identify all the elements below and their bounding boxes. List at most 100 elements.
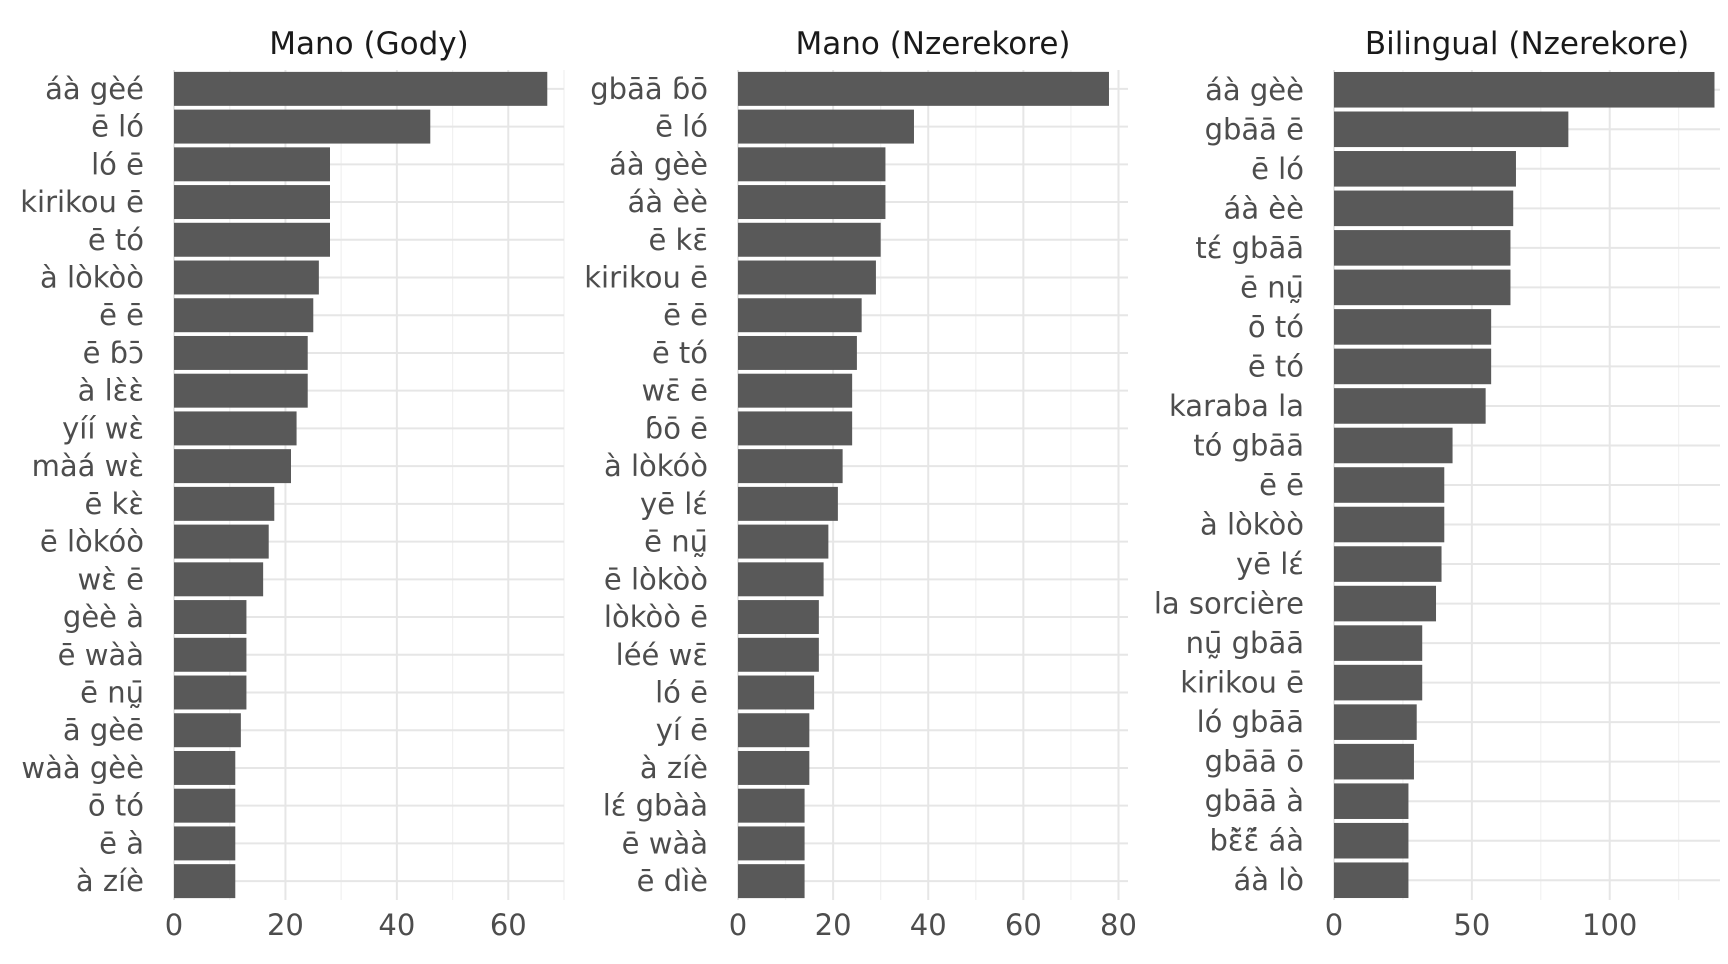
bar: [1334, 348, 1492, 385]
bar: [1334, 309, 1492, 345]
panel-title: Mano (Gody): [269, 26, 468, 62]
category-label: kirikou ē: [584, 261, 708, 295]
bar: [1334, 625, 1423, 661]
bar: [738, 335, 857, 370]
category-label: ē ē: [99, 298, 144, 332]
bar: [1334, 862, 1409, 899]
bar: [174, 373, 308, 408]
category-label: ē lòkòò: [604, 562, 708, 596]
category-label: áà gèè: [609, 147, 708, 181]
bar: [174, 562, 264, 597]
bar: [1334, 546, 1442, 582]
category-label: ló gbāā: [1197, 705, 1304, 739]
bar: [1334, 269, 1511, 306]
bar: [174, 109, 431, 144]
x-tick-label: 60: [1005, 908, 1042, 942]
bar: [174, 260, 319, 295]
category-label: à lɛ̀ɛ̀: [78, 374, 144, 408]
category-label: à lòkóò: [604, 449, 708, 483]
category-label: karaba la: [1169, 389, 1304, 423]
category-label: áà lò: [1233, 863, 1304, 897]
bar: [174, 750, 236, 785]
category-label: lòkòò ē: [604, 600, 708, 634]
category-label: à lòkòò: [40, 261, 144, 295]
category-label: màá wɛ̀: [32, 449, 144, 483]
bar: [1334, 427, 1453, 464]
category-label: ē lòkóò: [40, 525, 144, 559]
bar: [174, 449, 291, 484]
x-tick-label: 100: [1582, 908, 1637, 942]
chart-panel-3: 0 50 100 áà gèè gbāā ē ē ló áà èè tɛ́ gbāā ē nṵ̄…: [1154, 26, 1720, 942]
category-label: ē kɛ̀: [84, 487, 144, 521]
category-label: à zíè: [640, 751, 708, 785]
x-tick-label: 20: [815, 908, 852, 942]
bar: [738, 826, 805, 861]
category-label: ē ē: [663, 298, 708, 332]
category-label: lɛ́ gbàà: [603, 789, 708, 823]
category-label: wɛ̀ ē: [78, 562, 144, 596]
bar: [738, 675, 815, 710]
x-tick-label: 0: [1325, 908, 1343, 942]
category-label: la sorcière: [1154, 587, 1304, 621]
category-label: ō tó: [1248, 310, 1304, 344]
bar: [1334, 71, 1715, 108]
bar: [738, 562, 824, 597]
bar: [738, 864, 805, 899]
bar: [738, 109, 914, 144]
bar: [174, 826, 236, 861]
x-tick-label: 40: [910, 908, 947, 942]
category-label: áà gèé: [45, 72, 144, 106]
bar: [738, 185, 886, 220]
bar: [738, 260, 876, 295]
bar: [738, 524, 829, 559]
bar: [738, 750, 810, 785]
category-label: ē ló: [1251, 152, 1304, 186]
category-label: tɛ́ gbāā: [1195, 231, 1304, 265]
bar: [174, 222, 330, 257]
category-label: áà èè: [1224, 191, 1304, 225]
category-label: léé wɛ̄: [616, 638, 708, 672]
bar: [174, 864, 236, 899]
category-label: ē ɓɔ̄: [83, 336, 144, 370]
bar: [174, 335, 308, 370]
category-label: gbāā ɓō: [590, 72, 708, 106]
bar: [738, 637, 819, 672]
category-label: ē nṵ̄: [80, 676, 144, 710]
category-label: yē lɛ́: [1236, 547, 1304, 581]
category-label: ē tó: [1248, 349, 1304, 383]
bar: [738, 71, 1109, 106]
x-tick-label: 0: [165, 908, 183, 942]
category-label: ē ē: [1259, 468, 1304, 502]
category-label: ē tó: [652, 336, 708, 370]
category-label: gbāā ō: [1205, 745, 1304, 779]
category-label: ē kɛ̄: [648, 223, 708, 257]
category-label: ē à: [99, 826, 144, 860]
category-label: kirikou ē: [20, 185, 144, 219]
category-label: wɛ̄ ē: [642, 374, 708, 408]
category-label: yí ē: [656, 713, 708, 747]
bar: [174, 675, 247, 710]
category-label: ē dìè: [637, 864, 708, 898]
x-tick-label: 20: [267, 908, 304, 942]
bar: [1334, 704, 1417, 740]
bar: [738, 222, 881, 257]
bar: [174, 637, 247, 672]
category-label: bɛ̃̀ɛ̃́ áà: [1209, 824, 1304, 858]
category-label: yíí wɛ̀: [62, 411, 144, 445]
category-label: ē wàà: [58, 638, 144, 672]
bar: [738, 411, 853, 446]
x-tick-label: 50: [1453, 908, 1490, 942]
bar: [174, 486, 275, 521]
category-label: gèè à: [63, 600, 144, 634]
bar: [1334, 783, 1409, 819]
bar: [1334, 664, 1423, 701]
category-label: ō tó: [88, 789, 144, 823]
bar: [174, 524, 269, 559]
category-label: ē nṵ̄: [1240, 270, 1304, 304]
category-label: ē tó: [88, 223, 144, 257]
x-tick-label: 80: [1100, 908, 1137, 942]
category-label: ē wàà: [622, 826, 708, 860]
panel-title: Mano (Nzerekore): [795, 26, 1070, 62]
